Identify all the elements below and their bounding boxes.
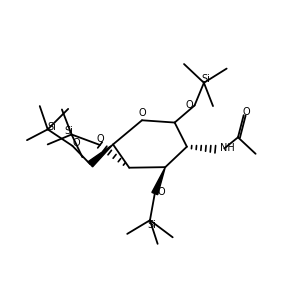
Text: NH: NH — [220, 143, 235, 153]
Text: O: O — [243, 107, 250, 117]
Text: O: O — [138, 108, 146, 118]
Polygon shape — [88, 144, 113, 167]
Text: O: O — [157, 187, 165, 197]
Text: Si: Si — [64, 126, 73, 136]
Text: Si: Si — [147, 220, 156, 229]
Polygon shape — [152, 167, 165, 195]
Text: Si: Si — [47, 122, 57, 132]
Text: O: O — [96, 134, 104, 144]
Text: O: O — [73, 138, 80, 148]
Text: O: O — [186, 100, 193, 110]
Text: Si: Si — [201, 74, 210, 84]
